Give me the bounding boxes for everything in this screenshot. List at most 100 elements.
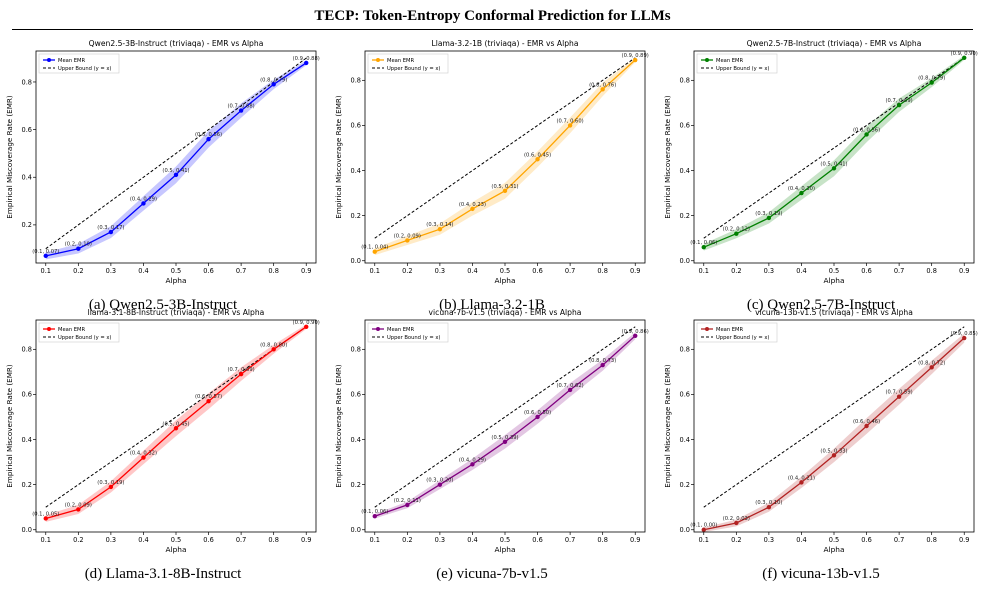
data-label: (0.4, 0.29) <box>130 196 157 202</box>
x-tick-label: 0.9 <box>630 536 641 544</box>
x-tick-label: 0.2 <box>73 536 84 544</box>
data-label: (0.1, 0.07) <box>32 249 59 255</box>
legend-box <box>367 322 449 343</box>
y-tick-label: 0.0 <box>22 526 33 534</box>
y-axis-label: Empirical Miscoverage Rate (EMR) <box>663 95 672 219</box>
chart-panel-f: vicuna-13b-v1.5 (triviaqa) - EMR vs Alph… <box>658 305 984 588</box>
data-label: (0.3, 0.19) <box>755 211 782 217</box>
data-label: (0.6, 0.56) <box>853 127 880 133</box>
data-point <box>238 371 244 377</box>
x-tick-label: 0.4 <box>138 536 149 544</box>
data-point <box>405 502 410 508</box>
data-label: (0.8, 0.76) <box>589 82 616 88</box>
x-tick-label: 0.2 <box>402 536 413 544</box>
data-label: (0.5, 0.41) <box>820 161 847 167</box>
data-point <box>962 335 967 341</box>
legend-label-mean: Mean EMR <box>58 58 86 64</box>
x-tick-label: 0.8 <box>268 536 279 544</box>
figure-caption-d: (d) Llama-3.1-8B-Instruct <box>84 566 242 582</box>
y-tick-label: 0.8 <box>22 78 33 86</box>
data-label: (0.2, 0.10) <box>65 242 92 248</box>
y-tick-label: 0.0 <box>351 526 362 534</box>
x-tick-label: 0.3 <box>764 536 775 544</box>
data-label: (0.5, 0.41) <box>162 168 189 174</box>
data-point <box>734 520 739 526</box>
x-tick-label: 0.3 <box>764 267 775 275</box>
x-tick-label: 0.3 <box>435 267 446 275</box>
y-tick-label: 0.8 <box>351 346 362 354</box>
x-tick-label: 0.5 <box>171 536 182 544</box>
legend-label-upper-bound: Upper Bound (y = x) <box>58 335 111 341</box>
x-tick-label: 0.6 <box>203 267 214 275</box>
data-label: (0.2, 0.09) <box>65 502 92 508</box>
data-point <box>437 482 443 487</box>
data-point <box>141 455 146 460</box>
x-tick-label: 0.9 <box>630 267 641 275</box>
data-point <box>470 206 475 212</box>
x-tick-label: 0.9 <box>959 267 970 275</box>
legend-marker-mean <box>47 327 51 331</box>
data-point <box>43 253 48 259</box>
y-tick-label: 0.6 <box>680 122 691 130</box>
emr-chart-e: vicuna-7b-v1.5 (triviaqa) - EMR vs Alpha… <box>334 308 649 554</box>
data-label: (0.9, 0.90) <box>293 320 320 326</box>
x-tick-label: 0.6 <box>203 536 214 544</box>
data-label: (0.6, 0.57) <box>195 394 222 400</box>
data-label: (0.6, 0.46) <box>853 419 880 425</box>
data-point <box>271 82 276 87</box>
x-tick-label: 0.2 <box>73 267 84 275</box>
data-point <box>271 347 276 352</box>
x-tick-label: 0.6 <box>861 267 872 275</box>
data-point <box>502 439 508 444</box>
data-point <box>141 201 146 206</box>
data-point <box>633 333 638 338</box>
legend-label-upper-bound: Upper Bound (y = x) <box>387 66 440 72</box>
data-point <box>633 57 638 63</box>
plot-frame <box>693 319 975 533</box>
data-point <box>929 80 934 85</box>
data-point <box>896 102 902 108</box>
data-point <box>864 423 869 429</box>
x-axis-label: Alpha <box>823 545 844 554</box>
data-label: (0.4, 0.32) <box>130 451 157 457</box>
y-tick-label: 0.2 <box>351 481 362 489</box>
data-point <box>831 453 837 458</box>
data-label: (0.9, 0.85) <box>951 331 978 337</box>
x-axis-label: Alpha <box>165 276 186 285</box>
x-tick-label: 0.3 <box>106 536 117 544</box>
x-tick-label: 0.7 <box>565 267 576 275</box>
data-label: (0.8, 0.73) <box>589 358 616 364</box>
data-label: (0.1, 0.04) <box>361 245 388 251</box>
x-tick-label: 0.7 <box>894 267 905 275</box>
data-label: (0.7, 0.60) <box>557 118 584 124</box>
legend-label-mean: Mean EMR <box>387 58 415 64</box>
data-label: (0.4, 0.23) <box>459 202 486 208</box>
x-tick-label: 0.2 <box>731 536 742 544</box>
legend-label-upper-bound: Upper Bound (y = x) <box>716 335 769 341</box>
data-label: (0.1, 0.06) <box>361 509 388 515</box>
y-tick-label: 0.0 <box>680 257 691 265</box>
x-tick-label: 0.7 <box>236 536 247 544</box>
data-label: (0.9, 0.86) <box>622 329 649 335</box>
legend-label-mean: Mean EMR <box>387 327 415 333</box>
data-point <box>600 362 605 368</box>
legend-label-mean: Mean EMR <box>716 58 744 64</box>
y-tick-label: 0.6 <box>351 122 362 130</box>
legend-label-upper-bound: Upper Bound (y = x) <box>58 66 111 72</box>
page-title: TECP: Token-Entropy Conformal Prediction… <box>314 8 671 24</box>
x-tick-label: 0.8 <box>926 267 937 275</box>
data-point <box>567 387 573 393</box>
data-label: (0.4, 0.21) <box>788 475 815 481</box>
figure-caption-f: (f) vicuna-13b-v1.5 <box>762 566 880 582</box>
y-tick-label: 0.2 <box>680 481 691 489</box>
x-axis-label: Alpha <box>494 545 515 554</box>
upper-bound-line <box>703 57 965 239</box>
emr-chart-f: vicuna-13b-v1.5 (triviaqa) - EMR vs Alph… <box>663 308 978 554</box>
x-tick-label: 0.2 <box>402 267 413 275</box>
x-tick-label: 0.3 <box>106 267 117 275</box>
y-tick-label: 0.4 <box>22 436 33 444</box>
x-tick-label: 0.4 <box>467 267 478 275</box>
legend-marker-mean <box>376 58 380 62</box>
emr-chart-d: llama-3.1-8B-Instruct (triviaqa) - EMR v… <box>5 308 320 554</box>
data-label: (0.3, 0.20) <box>426 478 453 484</box>
